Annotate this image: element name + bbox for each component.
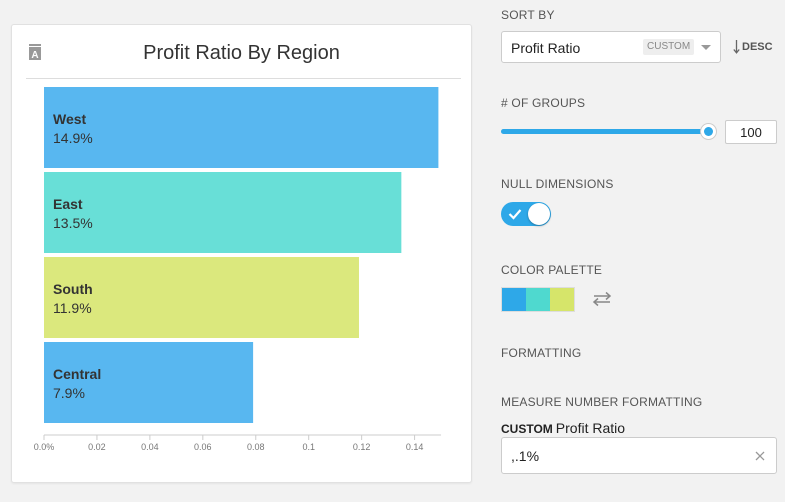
bar-west[interactable] [44,87,439,168]
color-palette-label: COLOR PALETTE [501,263,603,277]
chart-title: Profit Ratio By Region [143,42,340,64]
groups-slider-thumb[interactable] [701,124,716,139]
bar-category-label: East [53,196,83,212]
groups-label: # OF GROUPS [501,96,586,110]
sort-by-value: Profit Ratio [511,40,581,56]
bar-value-label: 13.5% [53,215,93,231]
bar-category-label: South [53,281,93,297]
palette-swatch-2 [526,288,550,311]
chevron-down-icon [701,45,711,50]
groups-input[interactable] [725,120,777,144]
check-icon [508,209,522,220]
sort-by-select[interactable]: Profit Ratio CUSTOM [501,31,721,63]
bar-central[interactable] [44,342,254,423]
letter-a-sort-icon[interactable]: A [28,44,42,60]
palette-swatch-3 [550,288,574,311]
sort-by-label: SORT BY [501,8,555,22]
bar-value-label: 7.9% [53,385,85,401]
chart-card: A Profit Ratio By Region West 14.9% East 13… [11,24,472,483]
custom-tag: CUSTOM [501,422,553,436]
x-axis-tick-label: 0.08 [247,442,265,452]
title-divider [26,78,461,79]
custom-badge: CUSTOM [643,39,695,55]
palette-swatch-1 [502,288,526,311]
toggle-knob [528,203,550,225]
bar-chart: West 14.9% East 13.5% South 11.9% Central 7.9% 0… [34,87,442,452]
sort-direction-button[interactable]: DESC [733,38,773,56]
swap-icon[interactable] [592,291,612,307]
x-axis-tick-label: 0.0% [34,442,55,452]
bar-category-label: Central [53,366,101,382]
formatting-label: FORMATTING [501,346,582,360]
measure-formatting-label: MEASURE NUMBER FORMATTING [501,395,703,409]
measure-name: CUSTOM Profit Ratio [501,420,625,436]
color-palette-swatches[interactable] [501,287,575,312]
bar-east[interactable] [44,172,402,253]
number-format-value: ,.1% [511,448,540,464]
groups-slider[interactable] [501,124,716,139]
x-axis-tick-label: 0.14 [406,442,424,452]
x-axis-tick-label: 0.12 [353,442,371,452]
number-format-input[interactable]: ,.1% [501,437,777,474]
close-icon[interactable] [753,449,767,463]
sort-direction-label: DESC [742,41,773,53]
null-dimensions-toggle[interactable] [501,202,551,226]
x-axis-tick-label: 0.04 [141,442,159,452]
measure-name-text: Profit Ratio [555,420,626,436]
bar-value-label: 11.9% [53,300,92,316]
groups-slider-fill [501,129,709,134]
svg-text:A: A [31,50,38,60]
x-axis-tick-label: 0.06 [194,442,212,452]
x-axis-tick-label: 0.02 [88,442,106,452]
bar-value-label: 14.9% [53,130,93,146]
bar-south[interactable] [44,257,359,338]
null-dimensions-label: NULL DIMENSIONS [501,177,614,191]
arrow-down-icon [733,40,740,54]
x-axis-tick-label: 0.1 [302,442,315,452]
bar-category-label: West [53,111,87,127]
